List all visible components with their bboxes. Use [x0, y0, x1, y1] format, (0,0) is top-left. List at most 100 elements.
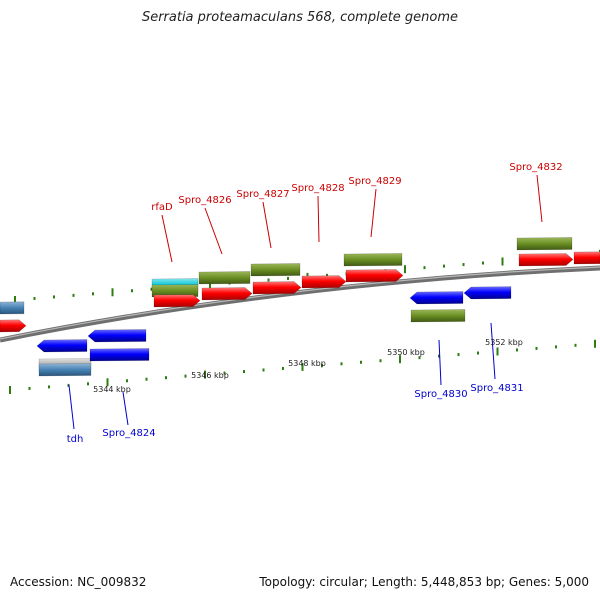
- ruler-minor-tick: [67, 383, 70, 387]
- ruler-minor-tick: [267, 278, 270, 282]
- gene-label-tdh[interactable]: tdh: [67, 434, 84, 445]
- ruler-label: 5350 kbp: [387, 348, 425, 357]
- leader-rfaD: [161, 214, 173, 263]
- ruler-minor-tick: [477, 351, 479, 355]
- gene-box-spro-4829-annotation: [343, 253, 403, 267]
- ruler-minor-tick: [423, 266, 426, 270]
- ruler-major-tick: [301, 362, 304, 371]
- gene-label-spro-4824[interactable]: Spro_4824: [102, 428, 155, 439]
- ruler-minor-tick: [150, 287, 153, 291]
- ruler-minor-tick: [340, 362, 343, 366]
- ruler-major-tick: [106, 378, 109, 387]
- ruler-minor-tick: [53, 295, 55, 299]
- ruler-minor-tick: [287, 276, 289, 280]
- gene-box-tdh-secondary: [38, 363, 92, 377]
- cds-arrow-spro-4832: [518, 253, 574, 267]
- leader-spro-4826: [204, 207, 223, 255]
- cds-arrow-spro-4829: [345, 269, 404, 283]
- ruler-label: 5352 kbp: [485, 338, 523, 347]
- leader-spro-4830: [438, 339, 442, 386]
- ruler-minor-tick: [555, 345, 557, 349]
- ruler-minor-tick: [92, 292, 94, 296]
- cds-arrow-left-edge: [0, 319, 27, 333]
- ruler-minor-tick: [262, 368, 265, 372]
- ruler-label: 5344 kbp: [93, 385, 131, 394]
- ruler-major-tick: [501, 257, 504, 266]
- ruler-major-tick: [404, 265, 406, 274]
- ruler-minor-tick: [48, 385, 50, 389]
- ruler-minor-tick: [360, 360, 362, 364]
- leader-spro-4831: [490, 322, 496, 380]
- gene-box-spro-4830-annotation: [410, 309, 466, 323]
- ruler-minor-tick: [443, 264, 445, 268]
- ruler-major-tick: [209, 280, 211, 289]
- gene-label-spro-4828[interactable]: Spro_4828: [291, 183, 344, 194]
- leader-spro-4832: [536, 174, 543, 223]
- gene-box-spro-4832-annotation: [516, 237, 573, 251]
- ruler-major-tick: [496, 347, 499, 356]
- ruler-minor-tick: [223, 371, 226, 375]
- ruler-minor-tick: [145, 377, 148, 381]
- cds-arrow-spro-4831: [463, 286, 512, 300]
- leader-spro-4828: [317, 195, 320, 243]
- ruler-minor-tick: [243, 370, 245, 374]
- cds-arrow-spro-4827: [252, 281, 302, 295]
- ruler-major-tick: [204, 370, 206, 379]
- ruler-minor-tick: [33, 296, 36, 300]
- accession-label: Accession: NC_009832: [10, 575, 147, 589]
- gene-box-rfaD-secondary: [151, 284, 199, 298]
- gene-label-spro-4832[interactable]: Spro_4832: [509, 162, 562, 173]
- ruler-minor-tick: [418, 356, 421, 360]
- ruler-minor-tick: [184, 374, 187, 378]
- ruler-minor-tick: [126, 379, 128, 383]
- gene-label-rfaD[interactable]: rfaD: [151, 202, 173, 213]
- gene-box-left-edge: [0, 301, 25, 315]
- map-title: Serratia proteamaculans 568, complete ge…: [141, 10, 459, 25]
- gene-label-spro-4830[interactable]: Spro_4830: [414, 389, 467, 400]
- ruler-minor-tick: [72, 293, 75, 297]
- gene-label-spro-4831[interactable]: Spro_4831: [470, 383, 523, 394]
- cds-arrow-spro-4828: [301, 275, 347, 289]
- ruler-minor-tick: [574, 343, 577, 347]
- ruler-major-tick: [111, 288, 114, 297]
- cds-arrow-tdh: [36, 339, 88, 353]
- genome-backbone-highlight: [0, 266, 600, 340]
- leader-spro-4829: [370, 188, 377, 238]
- ruler-minor-tick: [326, 273, 328, 277]
- gene-label-spro-4829[interactable]: Spro_4829: [348, 176, 401, 187]
- ruler-major-tick: [594, 339, 596, 348]
- cds-arrow-spro-4826: [201, 287, 253, 301]
- ruler-minor-tick: [457, 353, 460, 357]
- ruler-minor-tick: [87, 382, 89, 386]
- gene-box-spro-4824-annotation: [89, 348, 150, 362]
- ruler-major-tick: [14, 296, 16, 304]
- leader-tdh: [68, 384, 75, 430]
- ruler-major-tick: [9, 386, 11, 394]
- ruler-minor-tick: [321, 363, 323, 367]
- ruler-label: 5346 kbp: [191, 371, 229, 380]
- genome-backbone: [0, 265, 600, 343]
- gene-features: [0, 237, 600, 377]
- leader-spro-4824: [122, 391, 129, 426]
- cds-arrow-spro-4824: [87, 329, 147, 343]
- gene-box-spro-4826-annotation: [198, 271, 251, 285]
- ruler-minor-tick: [516, 348, 518, 352]
- leader-spro-4827: [262, 201, 272, 249]
- ruler-label: 5348 kbp: [288, 359, 326, 368]
- gene-label-spro-4826[interactable]: Spro_4826: [178, 195, 231, 206]
- cds-arrow-spro-4830: [409, 291, 464, 305]
- genome-summary-label: Topology: circular; Length: 5,448,853 bp…: [259, 575, 589, 589]
- ruler-minor-tick: [482, 261, 484, 265]
- ruler-minor-tick: [462, 263, 465, 267]
- ruler-minor-tick: [282, 366, 284, 370]
- cds-arrow-rfaD: [153, 294, 201, 308]
- ruler-minor-tick: [379, 359, 382, 363]
- cds-arrow-right-edge: [573, 251, 600, 265]
- ruler-minor-tick: [131, 289, 133, 293]
- ruler-minor-tick: [28, 386, 31, 390]
- gene-label-spro-4827[interactable]: Spro_4827: [236, 189, 289, 200]
- label-leader-lines: [68, 174, 543, 430]
- gene-box-spro-4827-annotation: [250, 263, 301, 277]
